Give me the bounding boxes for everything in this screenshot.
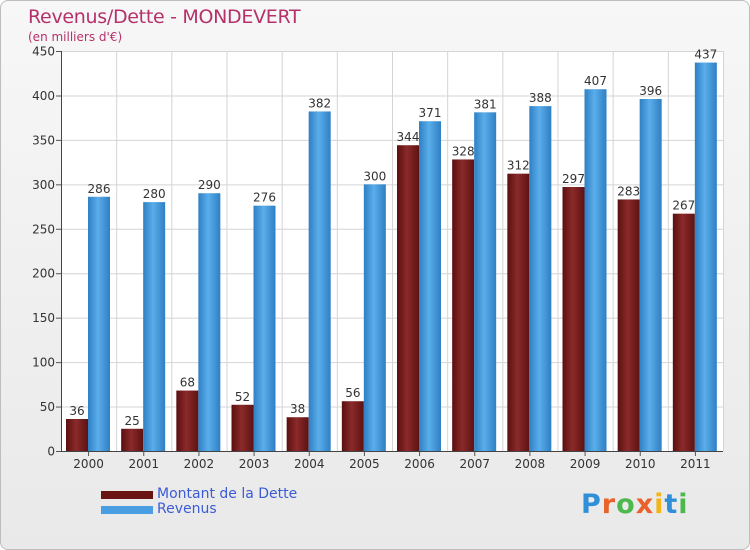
bar-dette: [231, 404, 254, 451]
data-label-revenus: 286: [88, 182, 111, 196]
bar-revenus: [363, 184, 386, 452]
logo-letter: i: [678, 489, 689, 520]
data-label-revenus: 382: [308, 96, 331, 110]
bar-revenus: [639, 99, 662, 451]
data-label-dette: 25: [125, 414, 140, 428]
x-tick-label: 2009: [570, 457, 601, 471]
logo-letter: P: [581, 489, 602, 520]
bar-dette: [672, 213, 695, 451]
data-label-revenus: 276: [253, 191, 276, 205]
legend-item-revenus: Revenus: [101, 502, 297, 517]
x-tick-label: 2008: [515, 457, 546, 471]
chart-title: Revenus/Dette - MONDEVERT: [28, 6, 301, 28]
y-tick-label: 350: [32, 133, 55, 147]
logo-letter: t: [664, 489, 679, 520]
data-label-dette: 297: [562, 172, 585, 186]
bar-dette: [121, 428, 144, 451]
x-tick-label: 2007: [459, 457, 490, 471]
bar-dette: [452, 159, 475, 451]
legend-label-dette: Montant de la Dette: [157, 486, 298, 502]
y-tick-label: 200: [32, 267, 55, 281]
data-label-revenus: 290: [198, 178, 221, 192]
y-tick-label: 400: [32, 89, 55, 103]
data-label-dette: 36: [69, 404, 84, 418]
logo-letter: x: [635, 489, 655, 520]
y-tick-label: 150: [32, 311, 55, 325]
bar-dette: [507, 173, 530, 451]
data-label-dette: 56: [345, 386, 360, 400]
data-label-revenus: 388: [529, 91, 552, 105]
data-label-dette: 52: [235, 390, 250, 404]
legend: Montant de la Dette Revenus: [101, 487, 297, 517]
x-tick-label: 2010: [625, 457, 656, 471]
legend-swatch-revenus: [101, 505, 153, 514]
y-tick-label: 100: [32, 356, 55, 370]
x-tick-label: 2003: [239, 457, 270, 471]
x-tick-label: 2011: [680, 457, 711, 471]
logo-letter: i: [654, 489, 665, 520]
bar-revenus: [419, 121, 441, 451]
bar-revenus: [529, 106, 552, 451]
bar-revenus: [474, 112, 497, 451]
x-tick-label: 2005: [349, 457, 380, 471]
bar-dette: [397, 145, 419, 451]
bar-dette: [341, 401, 364, 451]
bar-dette: [617, 199, 640, 451]
y-tick-label: 250: [32, 222, 55, 236]
data-label-revenus: 437: [694, 48, 717, 62]
bar-revenus: [88, 196, 110, 451]
data-label-dette: 328: [452, 144, 475, 158]
bar-dette: [562, 187, 585, 451]
proxiti-logo: Proxiti: [581, 489, 689, 520]
data-label-revenus: 396: [639, 84, 662, 98]
y-tick-label: 300: [32, 178, 55, 192]
data-label-revenus: 280: [143, 187, 166, 201]
x-tick-label: 2004: [294, 457, 325, 471]
y-tick-label: 450: [32, 45, 55, 59]
data-label-dette: 312: [507, 159, 530, 173]
data-label-dette: 38: [290, 402, 305, 416]
chart-subtitle: (en milliers d'€): [28, 30, 123, 44]
bar-revenus: [198, 193, 221, 451]
bar-revenus: [584, 89, 607, 451]
data-label-revenus: 381: [474, 97, 497, 111]
bar-dette: [286, 417, 309, 451]
bar-revenus: [694, 62, 717, 452]
x-tick-label: 2001: [128, 457, 159, 471]
bar-dette: [176, 390, 199, 451]
data-label-revenus: 371: [419, 106, 442, 120]
legend-swatch-dette: [101, 490, 153, 499]
bar-revenus: [253, 205, 276, 451]
data-label-dette: 344: [397, 130, 420, 144]
data-label-revenus: 407: [584, 74, 607, 88]
data-label-dette: 68: [180, 376, 195, 390]
x-tick-label: 2000: [73, 457, 104, 471]
logo-letter: r: [601, 489, 617, 520]
logo-letter: o: [616, 489, 636, 520]
data-label-dette: 283: [617, 184, 640, 198]
bar-revenus: [308, 111, 331, 451]
data-label-dette: 267: [672, 199, 695, 213]
y-tick-label: 0: [47, 445, 55, 459]
x-tick-label: 2006: [404, 457, 435, 471]
y-tick-label: 50: [40, 400, 55, 414]
data-label-revenus: 300: [363, 169, 386, 183]
bar-revenus: [143, 202, 166, 451]
x-tick-label: 2002: [184, 457, 215, 471]
bar-dette: [66, 419, 88, 451]
legend-label-revenus: Revenus: [157, 501, 217, 517]
legend-item-dette: Montant de la Dette: [101, 487, 297, 502]
